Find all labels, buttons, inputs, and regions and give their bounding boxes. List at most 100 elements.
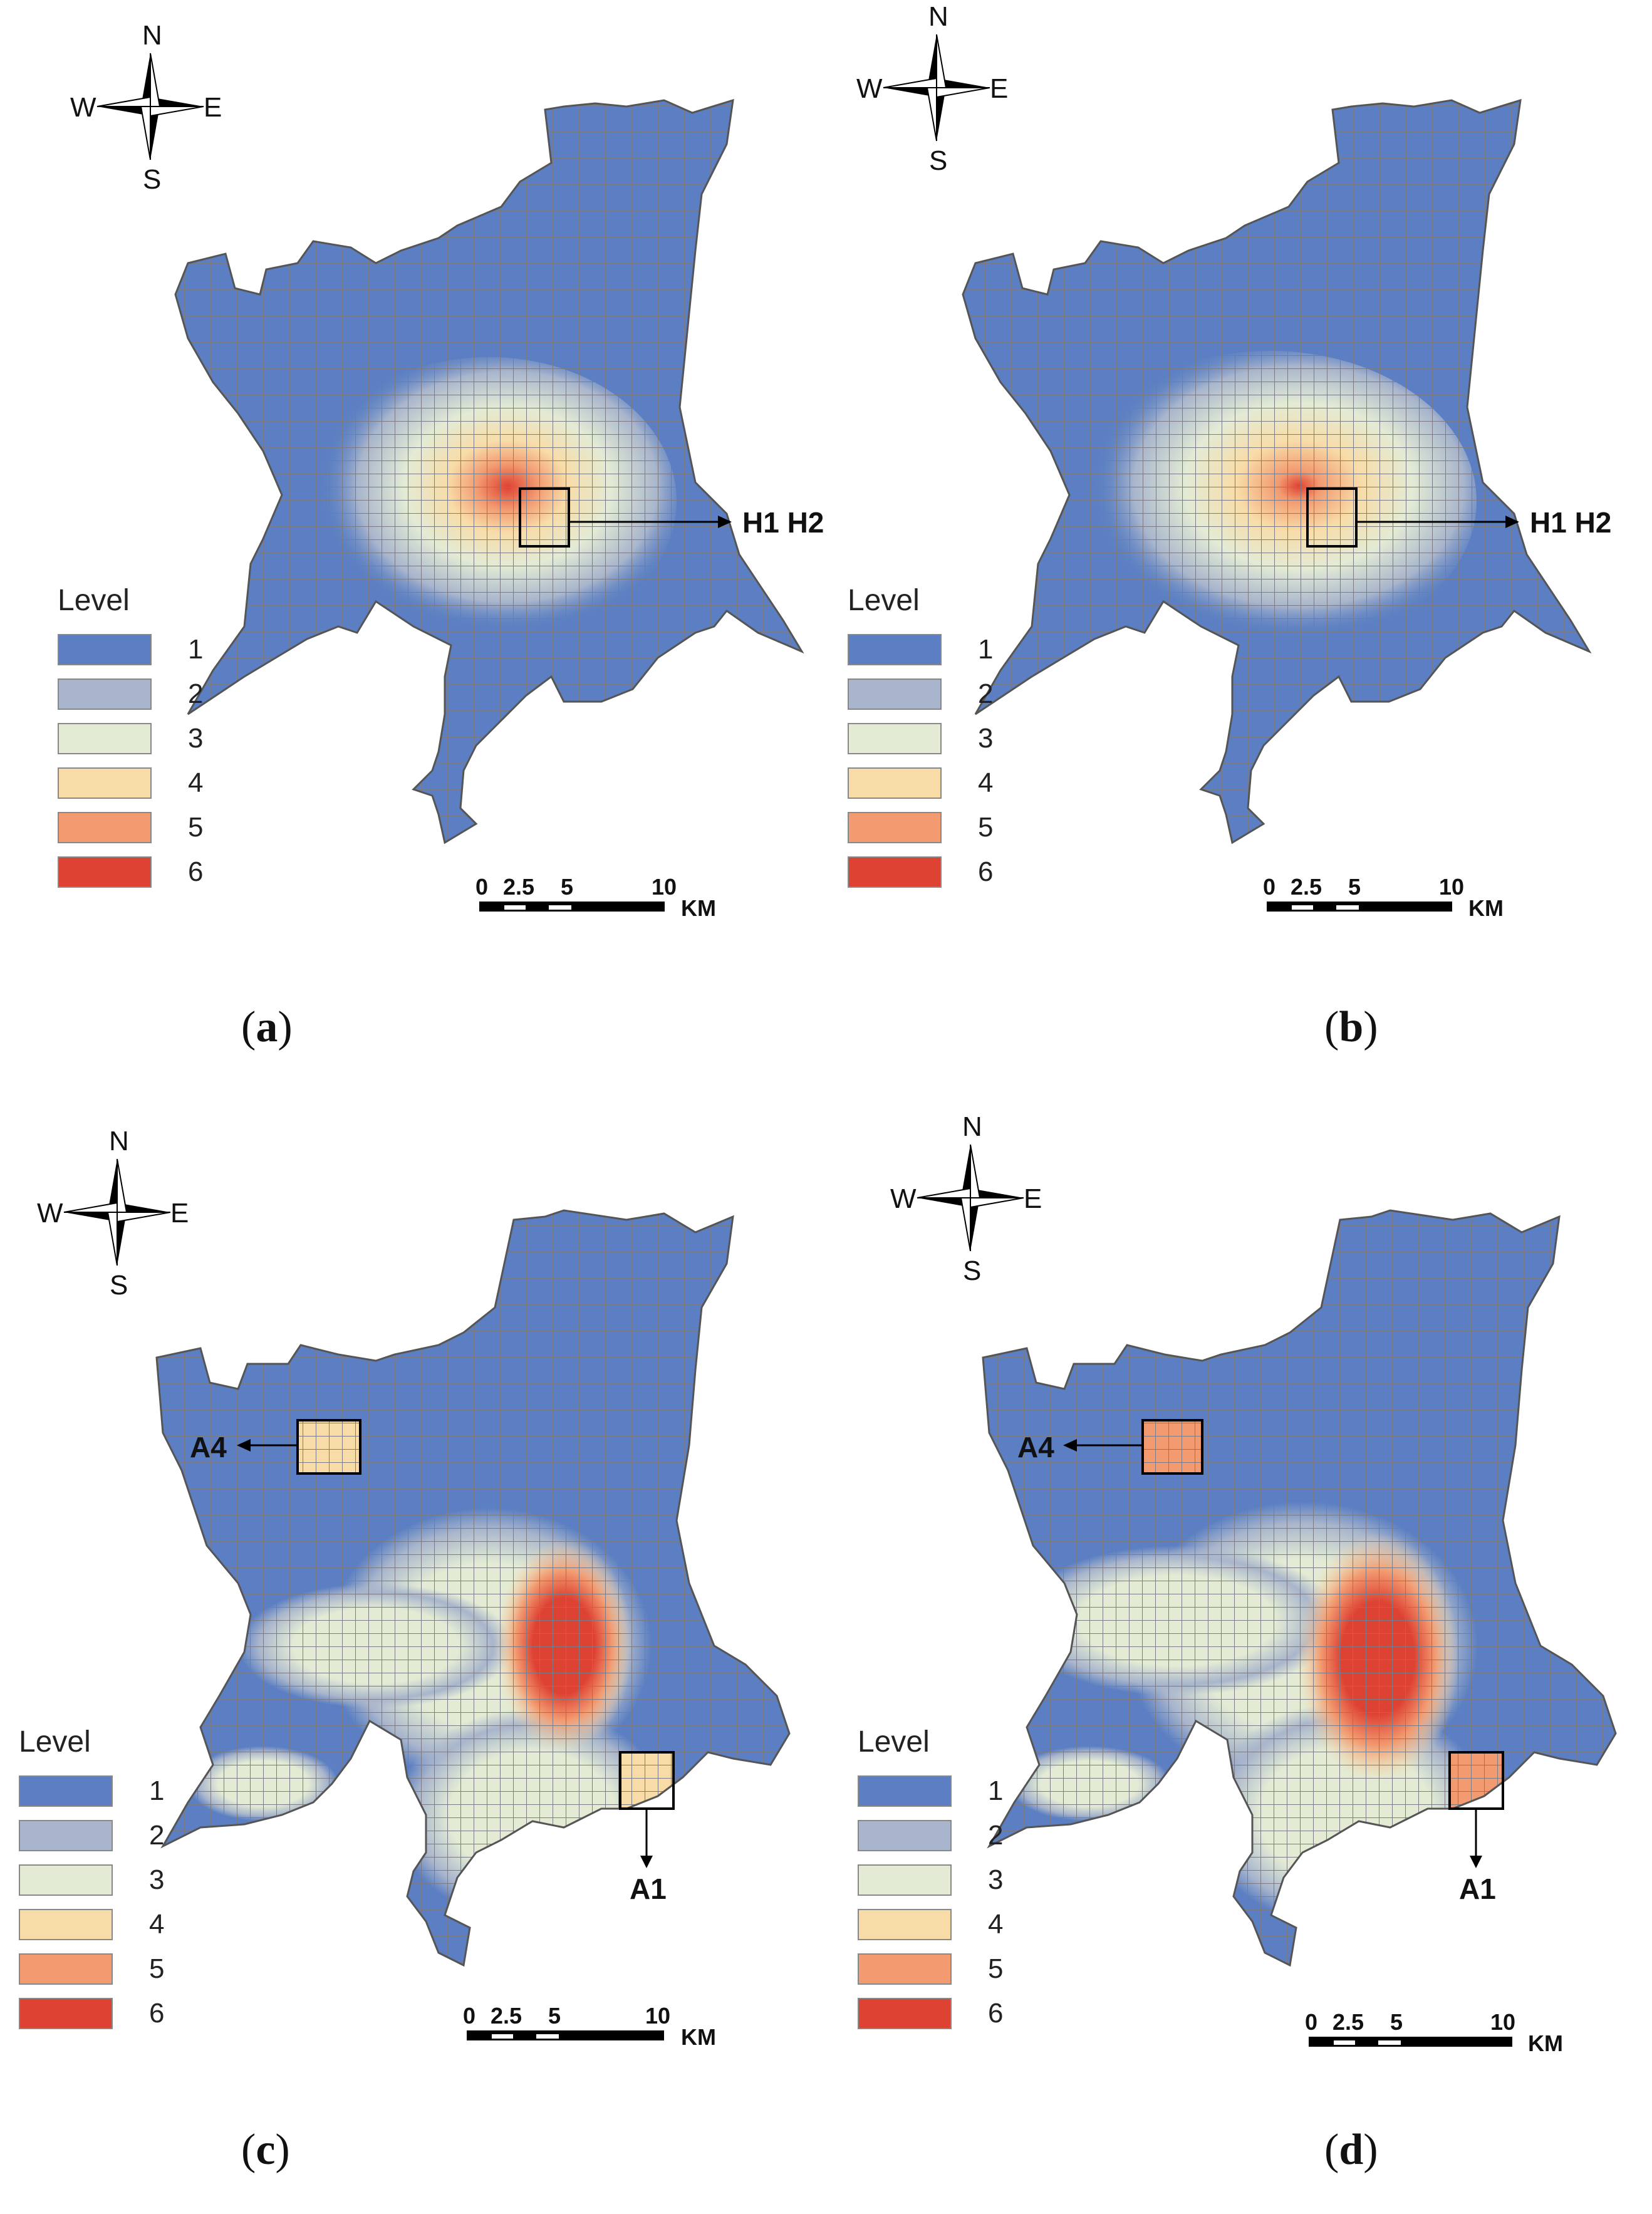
legend-swatch	[848, 678, 942, 710]
legend-swatch	[58, 678, 152, 710]
compass-w: W	[890, 1183, 917, 1214]
legend-item: 2	[19, 1813, 164, 1858]
panel-a: N S W E Level 1 2 3 4 5 6 0 2.5 5 10 KM …	[0, 0, 826, 1107]
legend: Level 1 2 3 4 5 6	[58, 586, 203, 894]
compass-rose: N S W E	[36, 1128, 199, 1299]
arrow-head	[718, 516, 732, 528]
legend-item: 3	[19, 1858, 164, 1902]
panel-label: (d)	[1324, 2126, 1378, 2174]
scale-bar: 0 2.5 5 10 KM	[1263, 874, 1530, 921]
legend-item: 1	[848, 627, 993, 672]
scale-bar-graphic	[1309, 2037, 1512, 2047]
callout-a4: A4	[190, 1431, 227, 1463]
panel-label: (b)	[1324, 1003, 1378, 1051]
compass-w: W	[37, 1198, 63, 1229]
scale-bar-graphic	[479, 902, 665, 912]
legend-item: 4	[858, 1902, 1003, 1946]
compass-e: E	[204, 92, 222, 123]
legend-swatch	[858, 1997, 952, 2029]
compass-s: S	[963, 1255, 982, 1286]
legend-swatch	[858, 1908, 952, 1940]
map-a	[174, 98, 804, 845]
arrow-head	[237, 1439, 251, 1452]
compass-w: W	[856, 73, 883, 104]
scale-tick-5: 5	[548, 2003, 561, 2029]
compass-rose: N S W E	[69, 22, 232, 194]
legend: Level 1 2 3 4 5 6	[858, 1727, 1003, 2035]
legend-item: 3	[58, 716, 203, 761]
compass-s: S	[143, 164, 162, 195]
scale-unit: KM	[681, 2024, 716, 2050]
scale-tick-10: 10	[652, 874, 677, 900]
map-b	[962, 98, 1592, 845]
arrow-head	[1505, 516, 1519, 528]
compass-e: E	[1024, 1183, 1042, 1214]
legend-swatch	[848, 767, 942, 799]
legend-item: 5	[58, 805, 203, 850]
legend-swatch	[58, 811, 152, 843]
panel-c: N S W E Level 1 2 3 4 5 6 0 2.5 5 10 KM …	[0, 1107, 826, 2214]
legend-swatch	[19, 1908, 113, 1940]
legend-swatch	[858, 1775, 952, 1807]
scale-tick-10: 10	[1439, 874, 1465, 900]
a4-box	[296, 1419, 361, 1475]
scale-bar-graphic	[467, 2030, 664, 2040]
legend-item: 1	[19, 1769, 164, 1813]
compass-icon	[917, 1144, 1024, 1252]
scale-tick-5: 5	[1390, 2009, 1403, 2035]
compass-n: N	[962, 1111, 982, 1142]
scale-tick-2-5: 2.5	[1333, 2009, 1364, 2035]
h-box	[519, 487, 570, 548]
scale-tick-2-5: 2.5	[1291, 874, 1322, 900]
scale-unit: KM	[681, 895, 716, 921]
legend-title: Level	[58, 584, 130, 617]
panel-label: (a)	[241, 1003, 293, 1051]
compass-e: E	[170, 1198, 189, 1229]
compass-w: W	[70, 92, 96, 123]
legend-item: 2	[858, 1813, 1003, 1858]
legend-swatch	[19, 1997, 113, 2029]
legend-item: 1	[58, 627, 203, 672]
legend-item: 3	[858, 1858, 1003, 1902]
legend-swatch	[58, 722, 152, 754]
legend-item: 6	[858, 1991, 1003, 2035]
scale-tick-5: 5	[1348, 874, 1361, 900]
h-box	[1306, 487, 1358, 548]
compass-e: E	[990, 73, 1009, 104]
panel-d: N S W E Level 1 2 3 4 5 6 0 2.5 5 10 KM …	[826, 1107, 1652, 2214]
scale-bar-graphic	[1267, 902, 1452, 912]
scale-tick-0: 0	[463, 2003, 476, 2029]
callout-h1-h2: H1 H2	[1530, 506, 1612, 539]
legend-swatch	[858, 1819, 952, 1851]
scale-tick-2-5: 2.5	[491, 2003, 522, 2029]
scale-unit: KM	[1468, 895, 1504, 921]
legend-item: 2	[58, 672, 203, 716]
legend: Level 1 2 3 4 5 6	[848, 586, 993, 894]
legend-item: 4	[19, 1902, 164, 1946]
legend-item: 5	[858, 1946, 1003, 1991]
legend-item: 2	[848, 672, 993, 716]
scale-tick-0: 0	[1263, 874, 1276, 900]
legend-item: 1	[858, 1769, 1003, 1813]
legend-title: Level	[848, 584, 920, 617]
compass-rose: N S W E	[855, 1, 1018, 175]
map-outline	[155, 1209, 791, 1967]
legend-swatch	[19, 1819, 113, 1851]
legend-item: 4	[58, 761, 203, 805]
scale-tick-10: 10	[645, 2003, 671, 2029]
compass-rose: N S W E	[889, 1111, 1052, 1285]
legend-item: 5	[848, 805, 993, 850]
legend-item: 6	[19, 1991, 164, 2035]
legend-swatch	[19, 1953, 113, 1985]
legend-item: 6	[58, 850, 203, 894]
map-outline	[174, 98, 804, 845]
legend-item: 5	[19, 1946, 164, 1991]
compass-n: N	[928, 1, 948, 32]
scale-tick-5: 5	[561, 874, 574, 900]
legend-item: 4	[848, 761, 993, 805]
scale-tick-0: 0	[475, 874, 489, 900]
scale-bar: 0 2.5 5 10 KM	[475, 874, 742, 921]
legend-swatch	[58, 856, 152, 888]
scale-tick-10: 10	[1490, 2009, 1516, 2035]
legend-swatch	[848, 856, 942, 888]
